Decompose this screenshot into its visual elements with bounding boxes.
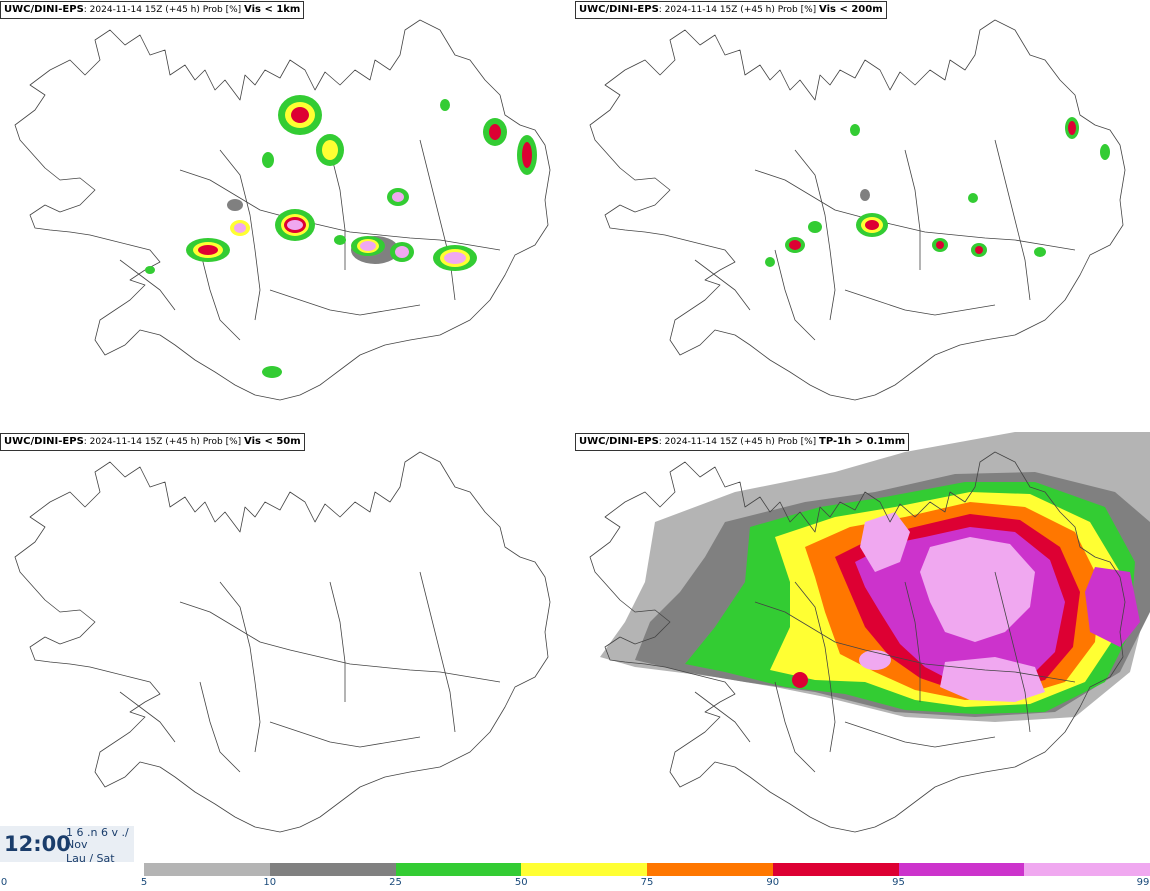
model-name: UWC/DINI-EPS bbox=[579, 436, 659, 447]
panel-vis-50m: UWC/DINI-EPS: 2024-11-14 15Z (+45 h) Pro… bbox=[0, 432, 575, 862]
panel-vis-1km: UWC/DINI-EPS: 2024-11-14 15Z (+45 h) Pro… bbox=[0, 0, 575, 430]
variable-name: Vis < 50m bbox=[244, 436, 301, 447]
iceland-outline bbox=[14, 19, 551, 401]
legend-label: 75 bbox=[640, 877, 654, 888]
valid-date-line: 1 6 .n 6 v ./ bbox=[66, 826, 129, 839]
legend-segment bbox=[898, 863, 1025, 876]
prob-blobs-vis-200m bbox=[765, 117, 1110, 267]
legend-label: 25 bbox=[389, 877, 402, 888]
panel-title: UWC/DINI-EPS: 2024-11-14 15Z (+45 h) Pro… bbox=[575, 433, 910, 451]
map-vis-200m bbox=[589, 19, 1126, 401]
color-legend: 0 5 10 25 50 75 90 95 99 bbox=[0, 862, 1150, 891]
prob-blobs-vis-1km bbox=[145, 95, 537, 378]
legend-segment bbox=[1024, 863, 1150, 876]
map-vis-50m bbox=[14, 451, 551, 833]
legend-segment bbox=[772, 863, 899, 876]
prob-field-tp-1h bbox=[600, 432, 1150, 722]
run-info: : 2024-11-14 15Z (+45 h) Prob [%] bbox=[658, 5, 820, 15]
map-vis-1km bbox=[14, 19, 551, 401]
iceland-outline bbox=[589, 19, 1126, 401]
model-name: UWC/DINI-EPS bbox=[4, 4, 84, 15]
run-info: : 2024-11-14 15Z (+45 h) Prob [%] bbox=[83, 5, 245, 15]
model-name: UWC/DINI-EPS bbox=[4, 436, 84, 447]
iceland-outline bbox=[14, 451, 551, 833]
legend-colorbar bbox=[144, 863, 1150, 876]
valid-time: 12:00 bbox=[4, 832, 71, 856]
legend-label: 10 bbox=[263, 877, 277, 888]
valid-month: Nov bbox=[66, 838, 88, 851]
legend-segment bbox=[395, 863, 522, 876]
legend-segment bbox=[647, 863, 773, 876]
legend-segment bbox=[144, 863, 270, 876]
panel-vis-200m: UWC/DINI-EPS: 2024-11-14 15Z (+45 h) Pro… bbox=[575, 0, 1150, 430]
legend-label: 90 bbox=[766, 877, 780, 888]
run-info: : 2024-11-14 15Z (+45 h) Prob [%] bbox=[83, 437, 245, 447]
valid-weekday: Lau / Sat bbox=[66, 852, 115, 862]
panel-title: UWC/DINI-EPS: 2024-11-14 15Z (+45 h) Pro… bbox=[575, 1, 887, 19]
legend-segment bbox=[521, 863, 647, 876]
panel-title: UWC/DINI-EPS: 2024-11-14 15Z (+45 h) Pro… bbox=[0, 1, 305, 19]
valid-time-box: 12:00 1 6 .n 6 v ./ Nov Lau / Sat bbox=[0, 826, 134, 862]
variable-name: Vis < 1km bbox=[244, 4, 301, 15]
legend-label: 0 bbox=[0, 877, 8, 888]
legend-label: 5 bbox=[140, 877, 148, 888]
variable-name: TP-1h > 0.1mm bbox=[819, 436, 906, 447]
legend-segment bbox=[269, 863, 396, 876]
panel-tp-1h: UWC/DINI-EPS: 2024-11-14 15Z (+45 h) Pro… bbox=[575, 432, 1150, 862]
legend-label: 95 bbox=[892, 877, 905, 888]
legend-label: 50 bbox=[514, 877, 528, 888]
model-name: UWC/DINI-EPS bbox=[579, 4, 659, 15]
panel-title: UWC/DINI-EPS: 2024-11-14 15Z (+45 h) Pro… bbox=[0, 433, 305, 451]
map-tp-1h bbox=[589, 432, 1150, 833]
run-info: : 2024-11-14 15Z (+45 h) Prob [%] bbox=[658, 437, 820, 447]
legend-label: 99 bbox=[1136, 877, 1150, 888]
variable-name: Vis < 200m bbox=[819, 4, 883, 15]
